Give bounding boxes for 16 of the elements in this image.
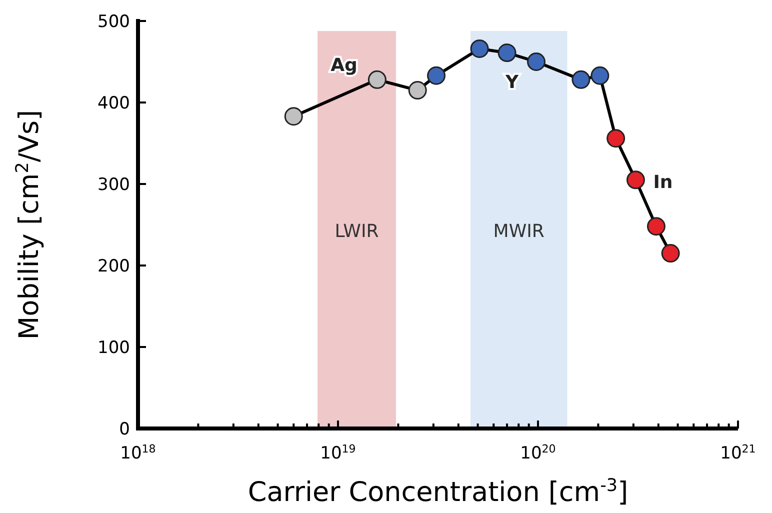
y-tick-label: 300 bbox=[98, 174, 130, 195]
x-tick-label: 10$^{18}$ bbox=[120, 442, 156, 464]
x-axis-title: Carrier Concentration [cm$^{-3}$] bbox=[248, 476, 628, 508]
annotation: In bbox=[653, 172, 673, 193]
x-tick-label: 10$^{20}$ bbox=[520, 442, 556, 464]
y-tick-label: 200 bbox=[98, 256, 130, 276]
x-tick-label: 10$^{19}$ bbox=[320, 442, 356, 464]
band-label: MWIR bbox=[493, 220, 544, 242]
annotation: Ag bbox=[330, 54, 358, 76]
band-label: LWIR bbox=[334, 220, 379, 242]
y-tick-label: 500 bbox=[98, 12, 130, 32]
y-tick-label: 400 bbox=[98, 93, 130, 114]
y-tick-label: 0 bbox=[119, 419, 130, 440]
x-tick-label: 10$^{21}$ bbox=[720, 442, 756, 464]
y-tick-label: 100 bbox=[98, 338, 130, 358]
annotation: Y bbox=[504, 72, 520, 93]
